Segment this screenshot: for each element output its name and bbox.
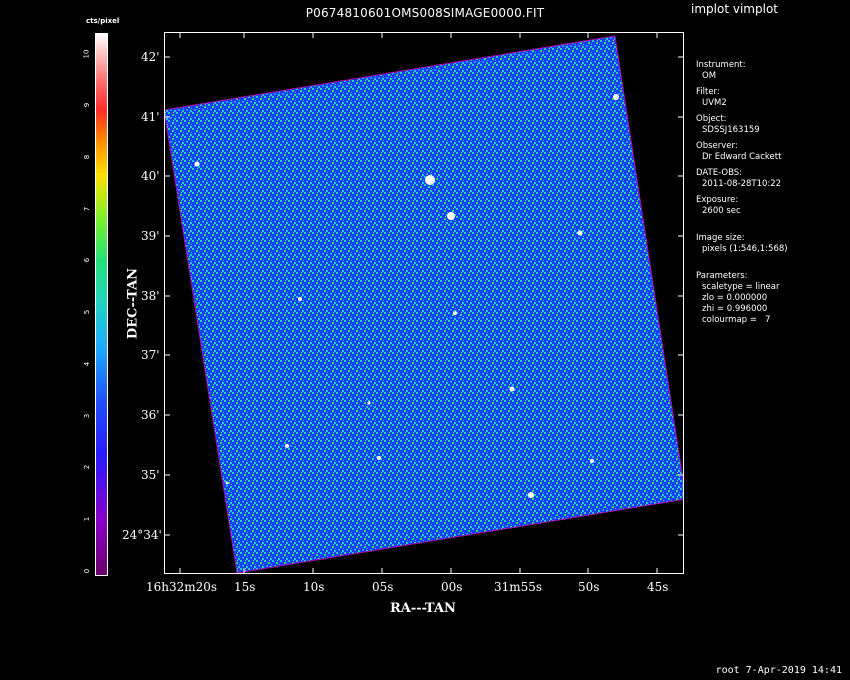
observer-label: Observer: xyxy=(696,141,738,151)
object-label: Object: xyxy=(696,114,727,124)
colorbar-title: cts/pixel xyxy=(86,17,120,25)
x-tick-label: 05s xyxy=(372,580,394,594)
star-sources xyxy=(194,94,619,498)
param-zhi: zhi = 0.996000 xyxy=(702,304,768,314)
x-tick-label: 15s xyxy=(234,580,256,594)
x-tick-label: 45s xyxy=(647,580,669,594)
footer-stamp: root 7-Apr-2019 14:41 xyxy=(715,665,842,676)
param-scaletype: scaletype = linear xyxy=(702,282,780,292)
filter-label: Filter: xyxy=(696,87,720,97)
image-size-value: pixels (1:546,1:568) xyxy=(702,244,788,254)
y-tick-label: 42' xyxy=(141,50,160,64)
x-tick-label: 16h32m20s xyxy=(146,580,218,594)
y-tick-label: 41' xyxy=(141,110,160,124)
y-tick-label: 38' xyxy=(141,289,160,303)
app-label: implot vimplot xyxy=(691,2,778,16)
date-label: DATE-OBS: xyxy=(696,168,743,178)
object-value: SDSSJ163159 xyxy=(702,125,760,135)
exposure-label: Exposure: xyxy=(696,195,739,205)
instrument-label: Instrument: xyxy=(696,60,746,70)
x-axis-title: RA---TAN xyxy=(390,601,456,616)
y-tick-label: 39' xyxy=(141,229,160,243)
image-title: P0674810601OMS008SIMAGE0000.FIT xyxy=(305,6,545,20)
y-tick-label: 35' xyxy=(141,468,160,482)
y-axis-title: DEC--TAN xyxy=(125,267,141,340)
image-footprint xyxy=(165,35,683,573)
info-panel: Instrument: OM Filter: UVM2 Object: SDSS… xyxy=(696,55,788,326)
y-tick-label: 40' xyxy=(141,169,160,183)
exposure-value: 2600 sec xyxy=(702,206,741,216)
filter-value: UVM2 xyxy=(702,98,727,108)
y-tick-label: 36' xyxy=(141,408,160,422)
instrument-value: OM xyxy=(702,71,717,81)
image-size-label: Image size: xyxy=(696,233,745,243)
y-tick-label: 24°34' xyxy=(122,528,162,542)
x-tick-label: 00s xyxy=(441,580,463,594)
x-tick-label: 10s xyxy=(303,580,325,594)
x-tick-label: 31m55s xyxy=(494,580,543,594)
colorbar xyxy=(95,33,108,576)
param-zlo: zlo = 0.000000 xyxy=(702,293,768,303)
x-tick-label: 50s xyxy=(578,580,600,594)
parameters-label: Parameters: xyxy=(696,271,748,281)
param-colourmap: colourmap = 7 xyxy=(702,315,771,325)
y-tick-label: 37' xyxy=(141,348,160,362)
date-value: 2011-08-28T10:22 xyxy=(702,179,782,189)
image-plot-frame xyxy=(164,32,684,574)
observer-value: Dr Edward Cackett xyxy=(702,152,782,162)
